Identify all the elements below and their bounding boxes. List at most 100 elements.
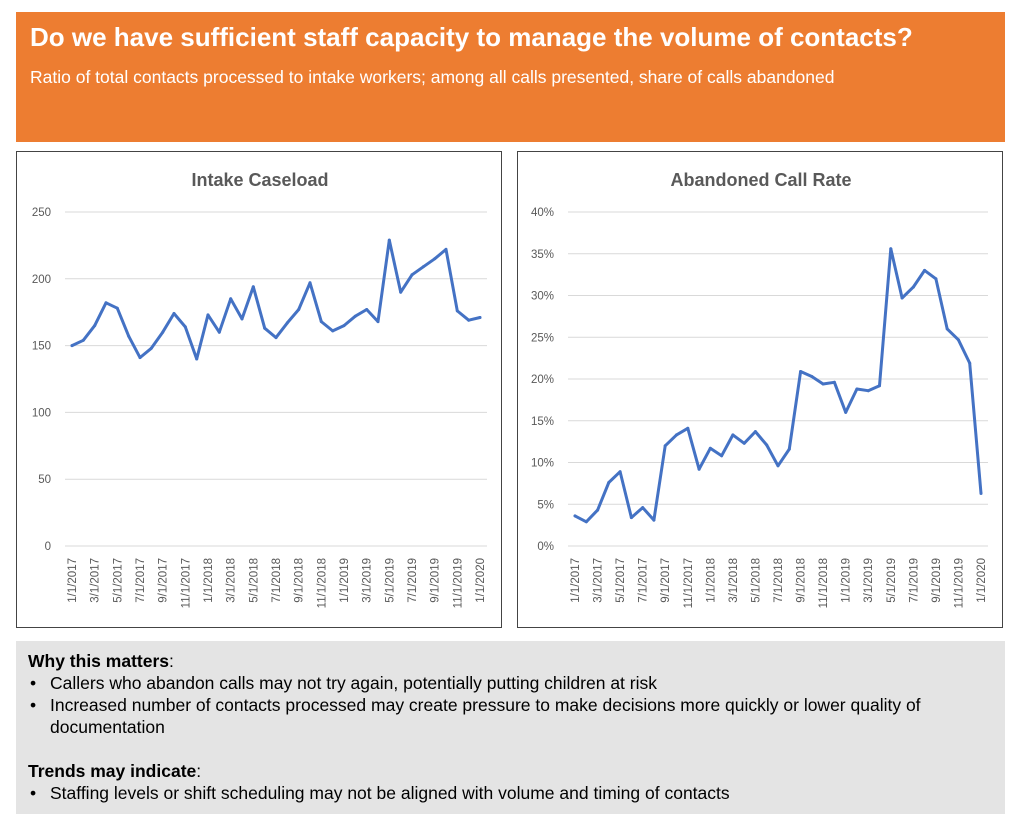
y-tick-label: 100	[32, 407, 51, 419]
why-matters-colon: :	[169, 651, 174, 671]
data-point	[596, 508, 600, 512]
data-point	[652, 518, 656, 522]
x-tick-label: 5/1/2017	[112, 558, 124, 603]
why-matters-heading: Why this matters	[28, 651, 169, 671]
data-point	[274, 336, 278, 340]
data-point	[421, 265, 425, 269]
x-tick-label: 11/1/2017	[180, 558, 192, 608]
y-tick-label: 0	[45, 541, 51, 553]
x-tick-label: 5/1/2018	[750, 558, 762, 603]
x-tick-label: 11/1/2017	[683, 558, 695, 608]
x-tick-label: 5/1/2017	[615, 558, 627, 603]
data-point	[399, 290, 403, 294]
data-point	[968, 361, 972, 365]
y-tick-label: 10%	[531, 458, 554, 470]
data-point	[319, 320, 323, 324]
x-tick-label: 1/1/2017	[67, 558, 79, 603]
data-point	[923, 268, 927, 272]
series-line	[70, 238, 482, 361]
data-point	[697, 467, 701, 471]
x-tick-label: 9/1/2018	[796, 558, 808, 603]
x-tick-label: 5/1/2019	[886, 558, 898, 603]
x-tick-label: 11/1/2019	[953, 558, 965, 608]
data-point	[217, 330, 221, 334]
data-point	[183, 325, 187, 329]
info-panel: Why this matters: Callers who abandon ca…	[16, 641, 1005, 814]
data-point	[172, 312, 176, 315]
data-point	[342, 324, 346, 328]
x-tick-label: 5/1/2018	[248, 558, 260, 603]
data-point	[979, 491, 983, 495]
spacer	[28, 738, 993, 760]
data-point	[911, 285, 915, 289]
data-point	[945, 327, 949, 331]
data-point	[753, 430, 757, 434]
x-tick-label: 1/1/2018	[705, 558, 717, 603]
y-tick-label: 150	[32, 341, 51, 353]
data-point	[742, 441, 746, 445]
x-tick-label: 1/1/2019	[339, 558, 351, 603]
trends-bullet: Staffing levels or shift scheduling may …	[28, 782, 993, 804]
data-point	[934, 277, 938, 281]
data-point	[629, 516, 633, 520]
data-point	[618, 470, 622, 474]
data-point	[799, 370, 803, 373]
intake-caseload-svg: Intake Caseload 0 50 100 150 200 250 1/1/2017 3/…	[32, 170, 487, 608]
x-tick-label: 9/1/2017	[158, 558, 170, 603]
data-point	[376, 320, 380, 324]
x-tick-label: 11/1/2018	[818, 558, 830, 608]
data-point	[115, 306, 119, 310]
data-point	[844, 410, 848, 414]
data-point	[641, 506, 645, 510]
x-tick-label: 1/1/2018	[203, 558, 215, 603]
data-point	[900, 296, 904, 300]
data-point	[663, 444, 667, 448]
x-tick-label: 5/1/2019	[384, 558, 396, 603]
x-tick-label: 3/1/2018	[226, 558, 238, 603]
data-point	[206, 313, 210, 317]
data-point	[308, 281, 312, 285]
data-point	[195, 357, 199, 361]
data-point	[675, 433, 678, 437]
trends-list: Staffing levels or shift scheduling may …	[28, 782, 993, 804]
y-tick-label: 35%	[531, 249, 554, 261]
data-point	[731, 433, 735, 437]
trends-heading: Trends may indicate	[28, 761, 197, 781]
abandoned-call-rate-chart: Abandoned Call Rate 0% 5% 10% 15% 20% 25% 30% 35…	[517, 151, 1003, 628]
data-point	[787, 447, 791, 451]
x-tick-label: 7/1/2018	[773, 558, 785, 603]
header-banner: Do we have sufficient staff capacity to …	[16, 12, 1005, 142]
x-tick-label: 1/1/2017	[570, 558, 582, 603]
data-point	[138, 356, 142, 360]
data-point	[161, 330, 165, 334]
page-subtitle: Ratio of total contacts processed to int…	[30, 67, 835, 87]
why-matters-list: Callers who abandon calls may not try ag…	[28, 672, 993, 738]
data-point	[584, 520, 588, 524]
data-point	[776, 464, 780, 468]
x-tick-label: 3/1/2018	[728, 558, 740, 603]
data-point	[686, 426, 690, 430]
data-point	[387, 238, 391, 242]
chart-title: Intake Caseload	[191, 170, 328, 190]
x-tick-label: 7/1/2017	[638, 558, 650, 603]
data-point	[93, 324, 97, 328]
data-point	[149, 346, 153, 350]
data-point	[365, 308, 369, 311]
data-point	[263, 326, 267, 330]
why-matters-bullet: Increased number of contacts processed m…	[28, 694, 993, 738]
x-tick-label: 9/1/2017	[660, 558, 672, 603]
data-point	[455, 309, 459, 313]
y-tick-label: 200	[32, 274, 51, 286]
y-tick-label: 40%	[531, 207, 554, 219]
data-point	[433, 257, 437, 261]
x-tick-label: 7/1/2018	[271, 558, 283, 603]
data-point	[285, 321, 289, 325]
data-point	[878, 384, 881, 388]
data-point	[104, 301, 108, 305]
data-point	[127, 334, 131, 338]
x-tick-label: 3/1/2017	[90, 558, 102, 603]
data-point	[70, 344, 74, 348]
data-point	[229, 297, 233, 301]
x-tick-label: 7/1/2019	[908, 558, 920, 603]
data-point	[956, 338, 960, 342]
